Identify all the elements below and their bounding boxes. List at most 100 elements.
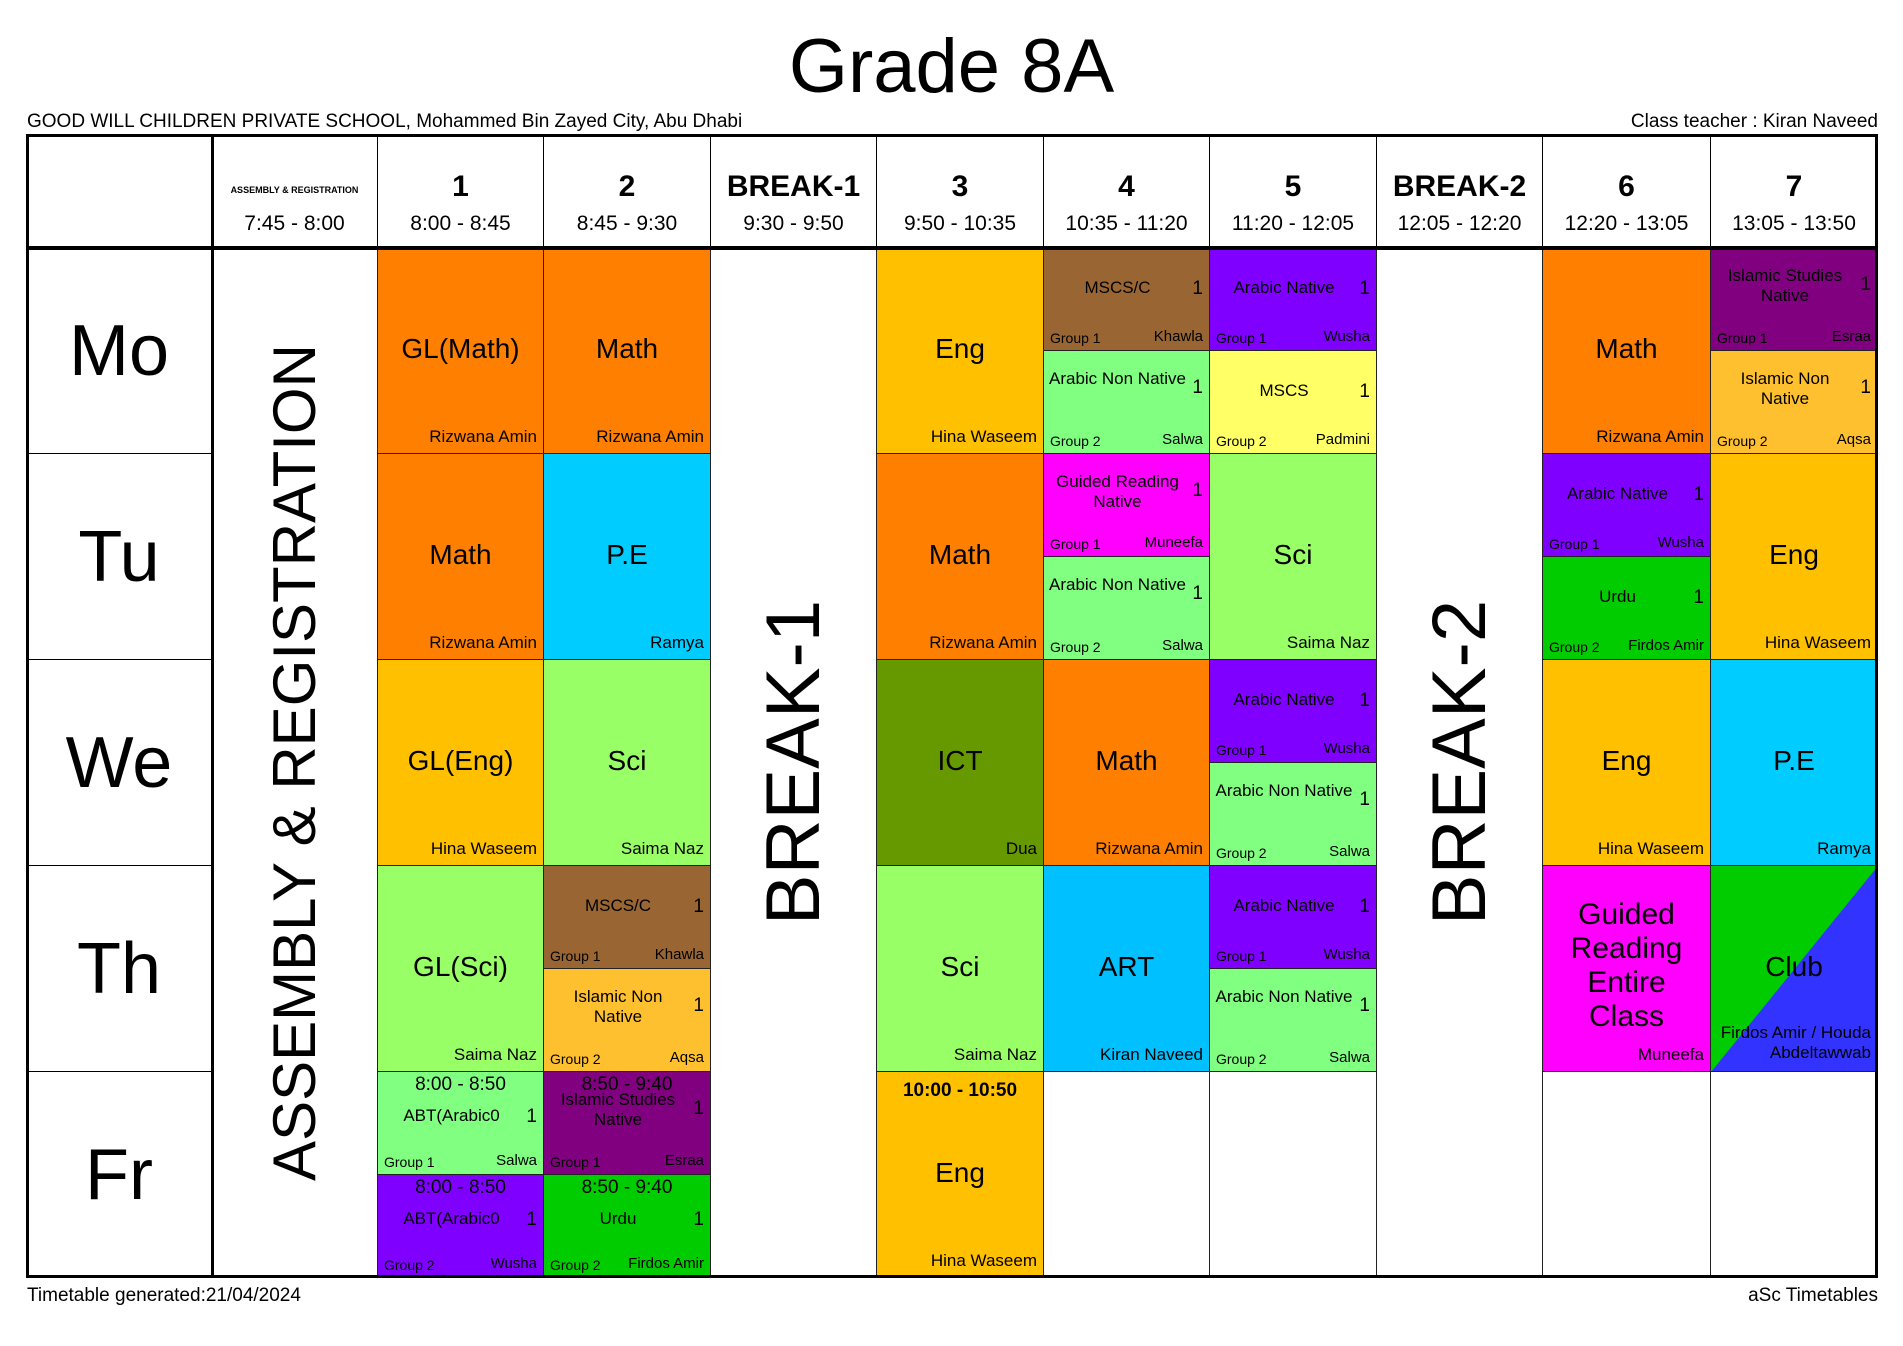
lesson-cell[interactable]: Math Rizwana Amin	[544, 248, 711, 454]
lesson-group-cell[interactable]: Arabic Non Native 1 Group 2 Salwa	[1044, 557, 1210, 660]
lesson-subject: MSCS	[1259, 381, 1309, 400]
lesson-group-cell[interactable]: Arabic Native 1 Group 1 Wusha	[1210, 248, 1377, 351]
header-p7: 7 13:05 - 13:50	[1711, 134, 1878, 248]
group-label: Group 2	[550, 1051, 601, 1067]
lesson-cell[interactable]: P.E Ramya	[544, 454, 711, 660]
lesson-count: 1	[693, 995, 704, 1016]
empty-slot[interactable]	[1044, 1072, 1210, 1278]
group-label: Group 1	[550, 1154, 601, 1170]
teacher-name: Rizwana Amin	[429, 633, 537, 652]
lesson-cell[interactable]: Math Rizwana Amin	[1044, 660, 1210, 866]
lesson-subject: Arabic Non Native	[1215, 987, 1353, 1006]
lesson-subject: Arabic Native	[1233, 896, 1335, 915]
lesson-cell[interactable]: Club Firdos Amir / Houda Abdeltawwab	[1711, 866, 1878, 1072]
teacher-name: Esraa	[664, 1152, 704, 1169]
header-break1: BREAK-1 9:30 - 9:50	[711, 134, 877, 248]
lesson-cell[interactable]: ICT Dua	[877, 660, 1044, 866]
group-label: Group 1	[1216, 948, 1267, 964]
period-time: 10:35 - 11:20	[1065, 212, 1188, 235]
group-label: Group 1	[1717, 330, 1768, 346]
lesson-cell[interactable]: ART Kiran Naveed	[1044, 866, 1210, 1072]
lesson-group-cell[interactable]: Arabic Native 1 Group 1 Wusha	[1210, 866, 1377, 969]
lesson-cell[interactable]: P.E Ramya	[1711, 660, 1878, 866]
lesson-cell[interactable]: Math Rizwana Amin	[1543, 248, 1711, 454]
lesson-group-cell[interactable]: Arabic Non Native 1 Group 2 Salwa	[1044, 351, 1210, 454]
period-label: 6	[1618, 170, 1635, 203]
club-diagonal-background	[1711, 866, 1877, 1071]
lesson-group-cell[interactable]: 8:00 - 8:50 ABT(Arabic0 1 Group 1 Salwa	[378, 1072, 544, 1175]
group-label: Group 2	[1216, 845, 1267, 861]
lesson-count: 1	[1693, 484, 1704, 505]
lesson-group-cell[interactable]: 8:00 - 8:50 ABT(Arabic0 1 Group 2 Wusha	[378, 1175, 544, 1278]
lesson-count: 1	[1359, 896, 1370, 917]
lesson-subject: Arabic Native	[1233, 690, 1335, 709]
empty-slot[interactable]	[1543, 1072, 1711, 1278]
teacher-name: Esraa	[1831, 328, 1871, 345]
lesson-cell[interactable]: Sci Saima Naz	[1210, 454, 1377, 660]
empty-slot[interactable]	[1210, 1072, 1377, 1278]
teacher-name: Muneefa	[1144, 534, 1203, 551]
lesson-cell[interactable]: Math Rizwana Amin	[877, 454, 1044, 660]
period-label: 2	[618, 170, 636, 203]
lesson-subject: Math	[429, 539, 492, 570]
lesson-subject: Math	[1595, 333, 1658, 364]
lesson-group-cell[interactable]: Arabic Non Native 1 Group 2 Salwa	[1210, 763, 1377, 866]
lesson-time: 10:00 - 10:50	[902, 1080, 1018, 1101]
lesson-count: 1	[693, 896, 704, 917]
lesson-cell[interactable]: Guided Reading Entire Class Muneefa	[1543, 866, 1711, 1072]
lesson-group-cell[interactable]: Islamic Non Native 1 Group 2 Aqsa	[1711, 351, 1878, 454]
lesson-cell[interactable]: GL(Eng) Hina Waseem	[378, 660, 544, 866]
lesson-subject: Eng	[935, 1157, 985, 1188]
lesson-subject: Urdu	[1599, 587, 1636, 606]
group-label: Group 2	[1717, 433, 1768, 449]
lesson-cell[interactable]: GL(Sci) Saima Naz	[378, 866, 544, 1072]
lesson-group-cell[interactable]: 8:50 - 9:40 Urdu 1 Group 2 Firdos Amir	[544, 1175, 711, 1278]
lesson-cell[interactable]: Math Rizwana Amin	[378, 454, 544, 660]
break2-label: BREAK-2	[1417, 599, 1503, 926]
lesson-group-cell[interactable]: Urdu 1 Group 2 Firdos Amir	[1543, 557, 1711, 660]
teacher-name: Hina Waseem	[1597, 839, 1704, 858]
teacher-name: Kiran Naveed	[1099, 1045, 1203, 1064]
lesson-group-cell[interactable]: 8:50 - 9:40 Islamic Studies Native 1 Group …	[544, 1072, 711, 1175]
header-p2: 2 8:45 - 9:30	[544, 134, 711, 248]
teacher-name: Saima Naz	[1286, 633, 1370, 652]
lesson-subject: ABT(Arabic0	[403, 1209, 500, 1228]
lesson-group-cell[interactable]: Islamic Non Native 1 Group 2 Aqsa	[544, 969, 711, 1072]
teacher-name: Firdos Amir	[628, 1255, 704, 1272]
lesson-group-cell[interactable]: Guided Reading Native 1 Group 1 Muneefa	[1044, 454, 1210, 557]
lesson-cell[interactable]: GL(Math) Rizwana Amin	[378, 248, 544, 454]
lesson-group-cell[interactable]: Arabic Non Native 1 Group 2 Salwa	[1210, 969, 1377, 1072]
lesson-cell[interactable]: Sci Saima Naz	[877, 866, 1044, 1072]
lesson-group-cell[interactable]: MSCS/C 1 Group 1 Khawla	[544, 866, 711, 969]
teacher-name: Wusha	[1323, 328, 1370, 345]
header-p4: 4 10:35 - 11:20	[1044, 134, 1210, 248]
lesson-subject: Math	[928, 539, 992, 570]
lesson-group-cell[interactable]: MSCS 1 Group 2 Padmini	[1210, 351, 1377, 454]
lesson-subject: GL(Math)	[401, 333, 520, 364]
header-assembly: ASSEMBLY & REGISTRATION 7:45 - 8:00	[212, 134, 378, 248]
lesson-subject: Islamic Non Native	[573, 987, 663, 1026]
brand-label: aSc Timetables	[1748, 1285, 1878, 1306]
lesson-group-cell[interactable]: Islamic Studies Native 1 Group 1 Esraa	[1711, 248, 1878, 351]
teacher-name: Salwa	[1329, 843, 1370, 860]
group-label: Group 1	[1216, 330, 1267, 346]
group-label: Group 1	[1549, 536, 1600, 552]
lesson-cell[interactable]: Sci Saima Naz	[544, 660, 711, 866]
empty-slot[interactable]	[1711, 1072, 1878, 1278]
lesson-cell[interactable]: Eng Hina Waseem	[1543, 660, 1711, 866]
lesson-cell[interactable]: 10:00 - 10:50 Eng Hina Waseem	[877, 1072, 1044, 1278]
teacher-name: Wusha	[1323, 946, 1370, 963]
lesson-group-cell[interactable]: Arabic Native 1 Group 1 Wusha	[1543, 454, 1711, 557]
teacher-name: Rizwana Amin	[1596, 427, 1704, 446]
period-label: ASSEMBLY & REGISTRATION	[230, 185, 359, 195]
lesson-group-cell[interactable]: Arabic Native 1 Group 1 Wusha	[1210, 660, 1377, 763]
header-divider	[26, 246, 1878, 250]
lesson-cell[interactable]: Eng Hina Waseem	[1711, 454, 1878, 660]
lesson-subject: ART	[1098, 951, 1155, 982]
lesson-group-cell[interactable]: MSCS/C 1 Group 1 Khawla	[1044, 248, 1210, 351]
lesson-cell[interactable]: Eng Hina Waseem	[877, 248, 1044, 454]
teacher-name: Rizwana Amin	[429, 427, 537, 446]
teacher-name: Rizwana Amin	[596, 427, 704, 446]
lesson-count: 1	[1192, 583, 1203, 604]
teacher-name: Padmini	[1315, 431, 1370, 448]
